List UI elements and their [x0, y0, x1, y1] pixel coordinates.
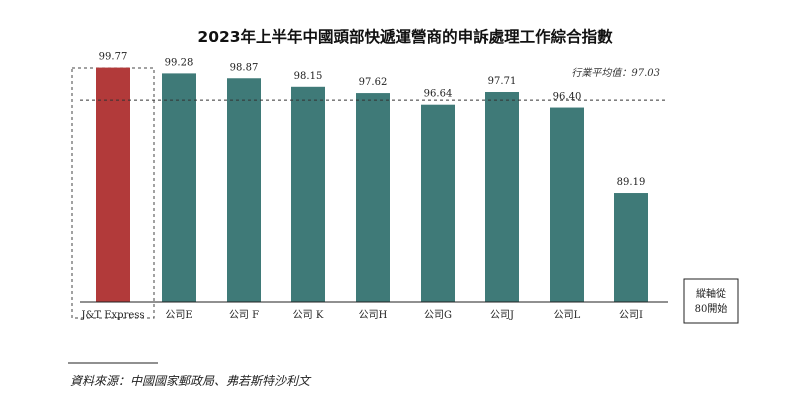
category-label: 公司G — [424, 310, 452, 321]
bar — [162, 73, 196, 302]
bar-value-label: 98.15 — [294, 71, 323, 82]
average-label: 行業平均值：97.03 — [571, 67, 660, 79]
bar-value-label: 98.87 — [230, 62, 259, 73]
bars-group — [96, 67, 648, 303]
bar-value-label: 96.40 — [553, 92, 582, 103]
bar-value-label: 99.77 — [99, 52, 128, 63]
axis-note-box: 縱軸從 80開始 — [683, 278, 739, 324]
source-note: 資料來源：中國國家郵政局、弗若斯特沙利文 — [70, 374, 312, 388]
bar — [485, 92, 519, 302]
bar — [227, 78, 261, 303]
bar-value-label: 97.71 — [488, 76, 517, 87]
bar — [291, 86, 325, 303]
category-label: 公司I — [619, 310, 643, 321]
chart-title: 2023年上半年中國頭部快遞運營商的申訴處理工作綜合指數 — [197, 27, 613, 46]
category-label: 公司 F — [229, 310, 259, 321]
category-labels-group: J&T Express 公司E 公司 F 公司 K 公司H 公司G 公司J 公司L 公司I — [80, 310, 643, 321]
bar-value-label: 99.28 — [165, 57, 194, 68]
category-label: 公司L — [554, 310, 581, 321]
category-label: 公司 K — [293, 310, 324, 321]
category-label: 公司J — [490, 310, 514, 321]
bar — [356, 93, 390, 302]
axis-note-line-2: 80開始 — [695, 302, 728, 315]
highlight-box — [71, 67, 155, 319]
bar-value-label: 96.64 — [424, 89, 453, 100]
category-label: 公司E — [165, 310, 192, 321]
bar-value-label: 89.19 — [617, 177, 646, 188]
axis-note-line-1: 縱軸從 — [696, 287, 726, 300]
bar-value-label: 97.62 — [359, 77, 388, 88]
value-labels-group: 99.77 99.28 98.87 98.15 97.62 96.64 97.71 96.40… — [99, 52, 646, 188]
bar — [421, 104, 455, 302]
bar — [96, 67, 130, 302]
category-label: J&T Express — [80, 310, 144, 321]
bar — [614, 193, 648, 302]
bar — [550, 107, 584, 303]
category-label: 公司H — [359, 310, 388, 321]
